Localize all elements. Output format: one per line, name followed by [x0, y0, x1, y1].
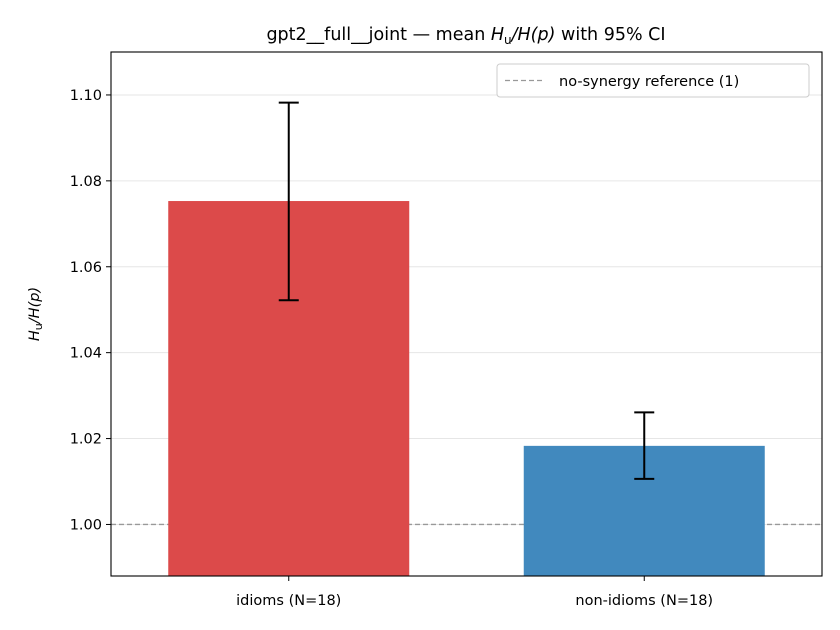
- y-tick-label: 1.00: [70, 517, 102, 533]
- y-tick-label: 1.08: [70, 174, 102, 190]
- chart-title: gpt2__full__joint — mean Hu/H(p) with 95…: [266, 25, 665, 47]
- x-tick-label: non-idioms (N=18): [575, 593, 713, 609]
- y-tick-label: 1.02: [70, 432, 102, 448]
- legend: no-synergy reference (1): [496, 63, 810, 98]
- x-tick-label: idioms (N=18): [236, 593, 341, 609]
- error-bars: [278, 101, 655, 480]
- y-axis-label: Hu/H(p): [27, 287, 45, 341]
- y-tick-label: 1.06: [70, 260, 102, 276]
- bars: [168, 201, 765, 576]
- y-tick-label: 1.10: [70, 88, 102, 104]
- legend-entry-reference: no-synergy reference (1): [559, 74, 739, 90]
- y-ticks: 1.00 1.02 1.04 1.06 1.08 1.10: [70, 88, 111, 533]
- x-ticks: idioms (N=18) non-idioms (N=18): [236, 576, 713, 609]
- plot-frame: [110, 51, 823, 577]
- legend-box: [496, 63, 810, 98]
- y-tick-label: 1.04: [70, 346, 102, 362]
